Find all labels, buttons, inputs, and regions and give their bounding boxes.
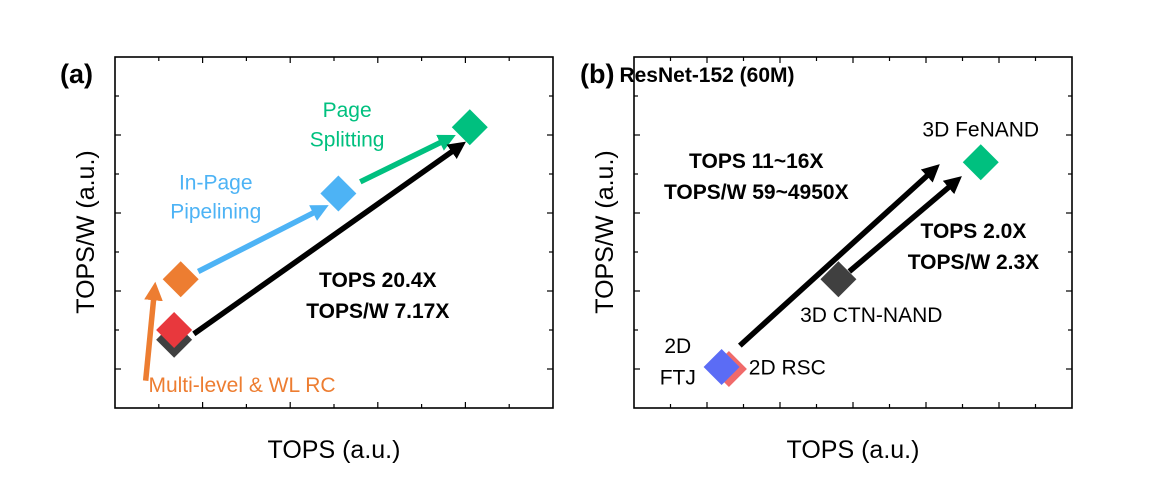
panel-a-label: (a) [60, 59, 93, 89]
annotation: FTJ [660, 366, 696, 389]
annotation: In-Page [179, 171, 253, 194]
point-3d-ctn-nand [820, 261, 857, 298]
annotation: ResNet-152 (60M) [619, 64, 794, 87]
panel-a-ylabel: TOPS/W (a.u.) [72, 150, 100, 313]
panel-a-ticks [115, 57, 553, 408]
panel-b-xlabel: TOPS (a.u.) [787, 436, 920, 464]
annotation: TOPS/W 2.3X [908, 251, 1040, 274]
arrow [192, 141, 467, 337]
panel-a-arrows [142, 134, 467, 381]
panel-b-label: (b) [580, 59, 614, 89]
arrow [359, 134, 456, 185]
annotation: Page [323, 99, 372, 122]
arrow [738, 164, 940, 348]
annotation: TOPS/W 7.17X [306, 300, 449, 323]
annotation: Pipelining [170, 201, 261, 224]
panel-b: (b) ResNet-152 (60M) 3D FeNAND TOPS 11~16X… [580, 56, 1073, 464]
panel-b-arrows [738, 164, 962, 348]
panel-b-ylabel: TOPS/W (a.u.) [591, 150, 619, 313]
annotation: 2D [664, 335, 691, 358]
panel-b-points [703, 144, 999, 387]
annotation: Splitting [310, 128, 385, 151]
arrow [196, 205, 329, 274]
point-in-page-pipelining [320, 175, 357, 212]
annotation: 3D CTN-NAND [800, 304, 942, 327]
point-page-splitting [451, 109, 488, 146]
annotation: Multi-level & WL RC [148, 374, 335, 397]
panel-b-annotations: ResNet-152 (60M) 3D FeNAND TOPS 11~16X TOPS… [619, 64, 1039, 389]
annotation: TOPS 20.4X [319, 269, 437, 292]
annotation: TOPS/W 59~4950X [664, 181, 849, 204]
arrow [142, 281, 163, 381]
panel-b-ticks [634, 57, 1072, 408]
arrow [847, 176, 962, 274]
point-3d-fenand [962, 144, 999, 181]
panel-a-points [156, 109, 488, 358]
annotation: 2D RSC [749, 357, 826, 380]
panel-a: (a) Page Splitting In-Page Pipelining TOPS 2… [60, 56, 554, 464]
point-multi-level-wlrc [156, 312, 193, 348]
point-multi-level [162, 261, 199, 298]
panel-a-annotations: Page Splitting In-Page Pipelining TOPS 20.4X… [148, 99, 449, 397]
annotation: 3D FeNAND [922, 119, 1039, 142]
panel-a-xlabel: TOPS (a.u.) [268, 436, 401, 464]
point-2d-ftj [703, 349, 740, 386]
annotation: TOPS 11~16X [689, 150, 823, 173]
annotation: TOPS 2.0X [921, 220, 1027, 243]
